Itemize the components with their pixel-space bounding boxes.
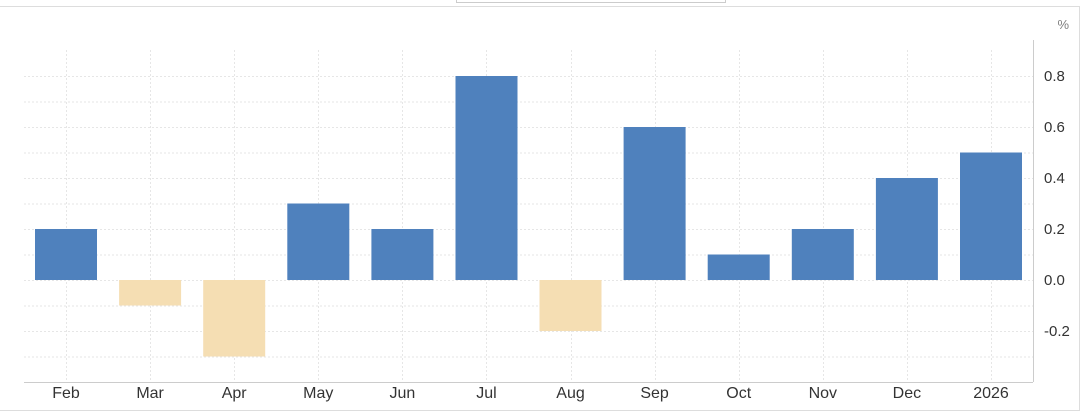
x-tick-label: May <box>303 385 333 402</box>
bar-dec <box>875 178 938 280</box>
bar-apr <box>203 280 266 357</box>
bar-feb <box>35 229 97 280</box>
y-tick-label: 0.6 <box>1044 119 1065 136</box>
bar-jun <box>371 229 434 280</box>
x-tick-label: Oct <box>726 385 751 402</box>
y-axis-unit-label: % <box>1057 17 1069 32</box>
x-tick-label: Nov <box>809 385 837 402</box>
y-tick-label: 0.8 <box>1044 68 1065 85</box>
x-tick-label: Jul <box>476 385 496 402</box>
x-tick-label: 2026 <box>973 385 1009 402</box>
bar-2026 <box>960 152 1022 280</box>
top-tab <box>456 0 726 3</box>
x-tick-label: Aug <box>556 385 584 402</box>
y-tick-label: 0.0 <box>1044 272 1065 289</box>
bar-jul <box>455 76 518 280</box>
x-tick-label: Jun <box>390 385 416 402</box>
y-tick-label: 0.4 <box>1044 170 1065 187</box>
axis-layer: Feb Mar Apr May Jun Jul Aug Sep Oct Nov Dec 2026 -0.… <box>24 40 1070 402</box>
bar-layer <box>35 76 1022 357</box>
bar-mar <box>119 280 182 306</box>
y-tick-label: 0.2 <box>1044 221 1065 238</box>
x-tick-label: Dec <box>893 385 921 402</box>
x-tick-label: Feb <box>52 385 80 402</box>
x-tick-label: Apr <box>222 385 248 402</box>
bar-oct <box>707 254 770 280</box>
bar-may <box>287 203 350 280</box>
bar-aug <box>539 280 602 331</box>
bar-nov <box>791 229 854 280</box>
bar-sep <box>623 127 686 280</box>
x-tick-label: Sep <box>640 385 669 402</box>
chart-frame <box>0 6 1080 411</box>
y-tick-label: -0.2 <box>1044 323 1070 340</box>
x-tick-label: Mar <box>136 385 164 402</box>
